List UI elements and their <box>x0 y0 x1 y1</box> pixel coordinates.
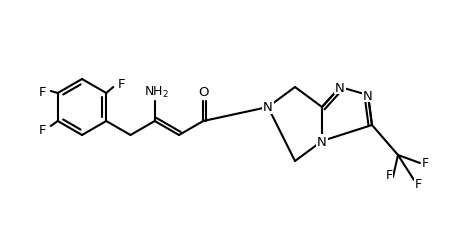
Text: F: F <box>422 157 428 170</box>
Text: F: F <box>117 77 125 90</box>
Text: NH$_2$: NH$_2$ <box>144 84 169 99</box>
Text: N: N <box>335 81 345 94</box>
Text: F: F <box>39 85 46 98</box>
Text: F: F <box>386 169 392 182</box>
Text: F: F <box>39 123 46 136</box>
Text: N: N <box>263 101 273 114</box>
Text: F: F <box>414 178 422 191</box>
Text: O: O <box>198 85 208 98</box>
Text: N: N <box>317 135 327 148</box>
Text: N: N <box>363 89 373 102</box>
